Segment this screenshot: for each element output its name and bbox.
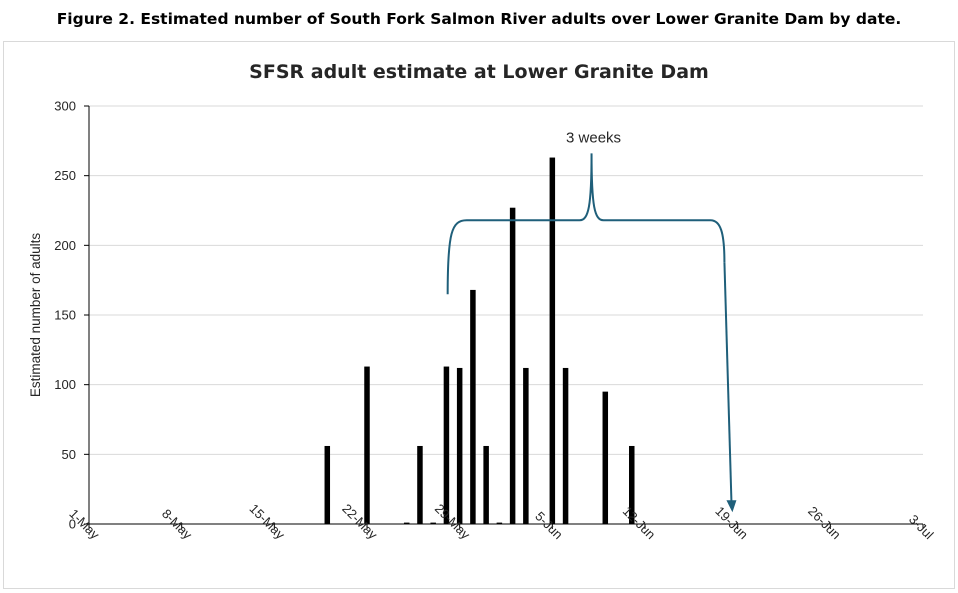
x-tick-label-5-Jun: 5-Jun <box>532 509 566 543</box>
y-tick-label-250: 250 <box>54 168 76 183</box>
x-tick-label-26-Jun: 26-Jun <box>805 503 844 542</box>
x-tick-label-29-May: 29-May <box>432 501 474 543</box>
chart-title: SFSR adult estimate at Lower Granite Dam <box>249 61 709 83</box>
bar-2024-05-31 <box>483 445 489 524</box>
arrow-head <box>726 500 737 513</box>
x-tick-label-15-May: 15-May <box>247 501 289 543</box>
y-tick-label-150: 150 <box>54 308 76 323</box>
chart-frame <box>3 41 955 589</box>
gridlines <box>84 105 923 525</box>
bar-2024-06-01 <box>496 522 503 524</box>
bars <box>324 157 635 525</box>
bar-2024-05-22 <box>364 366 370 524</box>
bar-2024-05-25 <box>403 522 410 524</box>
axes <box>88 106 923 525</box>
y-tick-label-300: 300 <box>54 99 76 114</box>
y-tick-labels: 0 50 100 150 200 250 300 <box>54 99 76 532</box>
three-week-annotation: 3 weeks <box>446 129 737 513</box>
bar-2024-06-09 <box>602 391 609 524</box>
x-tick-label-12-Jun: 12-Jun <box>620 503 659 542</box>
annotation-label: 3 weeks <box>566 129 621 146</box>
x-tick-label-22-May: 22-May <box>339 501 381 543</box>
y-tick-label-200: 200 <box>54 238 76 253</box>
y-tick-label-50: 50 <box>62 447 76 462</box>
y-tick-label-0: 0 <box>69 517 76 532</box>
bar-2024-05-29 <box>456 367 463 524</box>
bar-2024-06-11 <box>629 445 635 524</box>
bar-2024-06-05 <box>549 157 556 524</box>
bar-2024-06-03 <box>523 367 529 524</box>
x-tick-label-3-Jul: 3-Jul <box>906 512 937 543</box>
y-axis-label: Estimated number of adults <box>28 233 43 398</box>
bar-2024-05-19 <box>324 445 331 524</box>
bar-2024-05-30 <box>470 289 476 524</box>
figure-caption: Figure 2. Estimated number of South Fork… <box>56 10 902 28</box>
bar-2024-06-02 <box>509 207 516 525</box>
x-tick-labels: 1-May 8-May 15-May 22-May 29-May 5-Jun 12-Jun 1… <box>66 501 936 543</box>
bar-2024-05-26 <box>417 445 423 524</box>
bar-2024-05-28 <box>443 366 450 524</box>
bar-2024-05-27 <box>430 522 436 524</box>
y-tick-label-100: 100 <box>54 377 76 392</box>
bar-2024-06-06 <box>562 367 569 524</box>
bracket-path <box>446 153 726 295</box>
arrow-line <box>723 262 733 502</box>
